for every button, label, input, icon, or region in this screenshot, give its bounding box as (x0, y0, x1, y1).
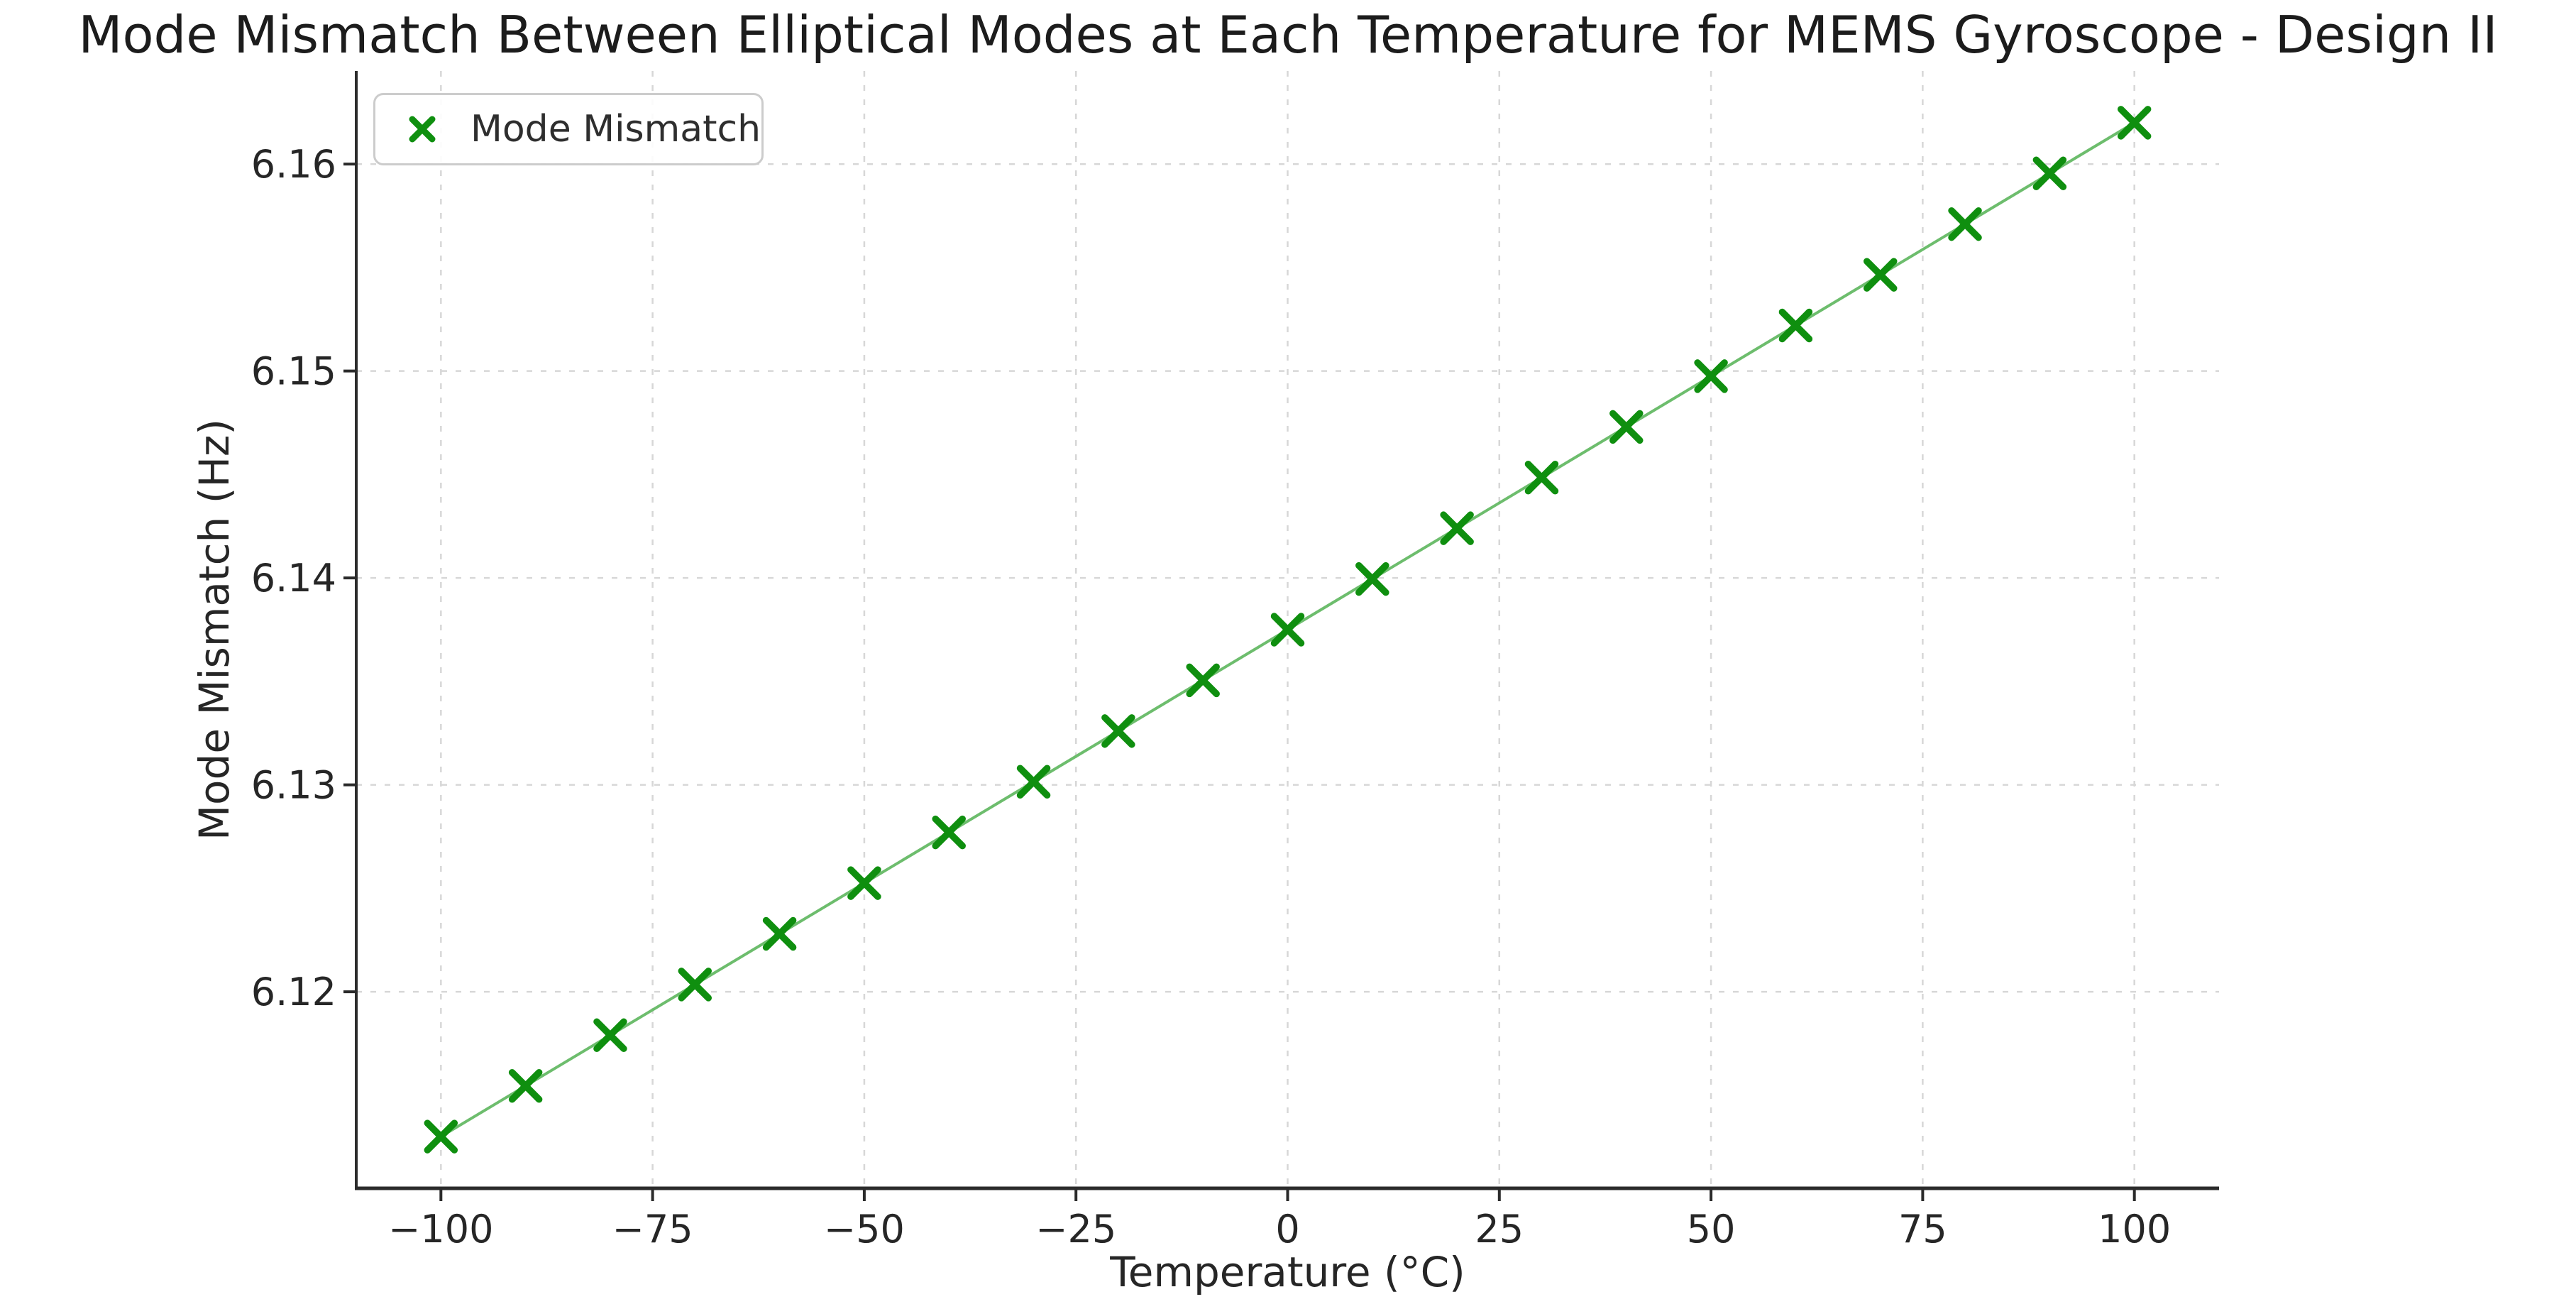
data-point-marker (678, 968, 712, 1002)
x-tick-label: −25 (1035, 1207, 1116, 1252)
x-axis-label: Temperature (°C) (1110, 1248, 1465, 1296)
data-point-marker (1524, 461, 1559, 495)
data-point-marker (1101, 714, 1135, 748)
data-point-marker (1270, 613, 1305, 647)
x-tick-label: 75 (1898, 1207, 1947, 1252)
data-point-marker (1355, 562, 1389, 596)
y-axis-label: Mode Mismatch (Hz) (190, 418, 238, 841)
x-tick-label: −75 (612, 1207, 693, 1252)
x-tick-label: 0 (1275, 1207, 1299, 1252)
data-point-marker (1016, 765, 1051, 799)
chart-title: Mode Mismatch Between Elliptical Modes a… (78, 5, 2498, 65)
data-point-marker (424, 1119, 458, 1154)
x-tick-label: −50 (824, 1207, 905, 1252)
data-point-marker (1440, 511, 1474, 545)
data-point-marker (1186, 663, 1220, 698)
x-tick-label: 25 (1475, 1207, 1524, 1252)
data-point-marker (762, 916, 797, 951)
data-point-marker (2117, 106, 2152, 140)
data-point-marker (1778, 308, 1813, 343)
data-point-marker (508, 1068, 543, 1103)
data-point-marker (847, 866, 881, 900)
y-tick-label: 6.15 (251, 349, 336, 394)
legend-x-marker-icon (409, 116, 436, 143)
y-tick-label: 6.16 (251, 142, 336, 187)
y-tick-label: 6.14 (251, 556, 336, 601)
data-point-marker (932, 815, 966, 850)
data-point-marker (1948, 207, 1982, 241)
x-tick-label: 50 (1687, 1207, 1736, 1252)
x-tick-label: −100 (388, 1207, 493, 1252)
data-point-marker (1694, 359, 1728, 393)
legend-label: Mode Mismatch (470, 108, 761, 150)
x-tick-label: 100 (2098, 1207, 2171, 1252)
y-tick-label: 6.12 (251, 970, 336, 1014)
legend: Mode Mismatch (373, 93, 764, 165)
data-point-marker (1863, 258, 1898, 292)
data-point-marker (593, 1018, 627, 1053)
data-point-marker (2032, 156, 2067, 191)
data-point-marker (1609, 410, 1644, 444)
y-tick-label: 6.13 (251, 763, 336, 808)
